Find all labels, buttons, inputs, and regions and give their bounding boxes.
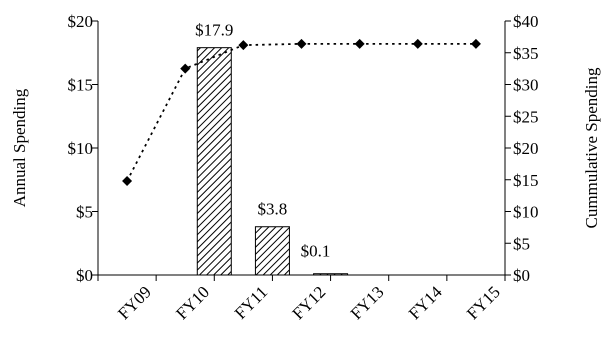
category-label: FY15 [463,282,504,323]
labels: $17.9 $3.8 $0.1 [195,21,330,261]
cumulative-line-path [126,42,476,182]
cumulative-point-marker [122,176,133,187]
left-tick-label: $20 [68,12,94,31]
bar [313,273,349,276]
cumulative-point-marker [238,40,249,51]
cumulative-point-marker [180,63,191,74]
right-tick-label: $30 [513,76,539,95]
category-label: FY09 [114,282,155,323]
y2-axis-title: Cummulative Spending [582,67,601,229]
data-label: $3.8 [258,200,288,219]
axes: $0 $5 $10 $15 $20 $0 $5 $10 $15 $20 $25 $30 $35 $40 FY… [10,12,601,323]
right-tick-label: $25 [513,107,539,126]
category-label: FY11 [231,282,271,322]
y-axis-title: Annual Spending [10,88,29,207]
category-label: FY13 [347,282,388,323]
data-label: $0.1 [301,242,331,261]
left-tick-label: $0 [76,266,93,285]
cumulative-point-marker [412,38,423,49]
cumulative-point-marker [354,38,365,49]
right-tick-label: $15 [513,171,539,190]
cumulative-point-marker [470,38,481,49]
left-tick-label: $10 [68,139,94,158]
right-tick-label: $10 [513,203,539,222]
bar [254,226,290,276]
bar [196,47,232,276]
category-label: FY10 [172,282,213,323]
category-label: FY12 [289,282,330,323]
cumulative-line [122,38,481,187]
right-tick-label: $35 [513,44,539,63]
bars [196,47,349,276]
category-label: FY14 [405,282,446,323]
left-tick-label: $15 [68,76,94,95]
right-tick-label: $5 [513,234,530,253]
right-tick-label: $0 [513,266,530,285]
left-tick-label: $5 [76,203,93,222]
data-label: $17.9 [195,21,233,40]
cumulative-point-marker [296,38,307,49]
right-tick-label: $20 [513,139,539,158]
right-tick-label: $40 [513,12,539,31]
